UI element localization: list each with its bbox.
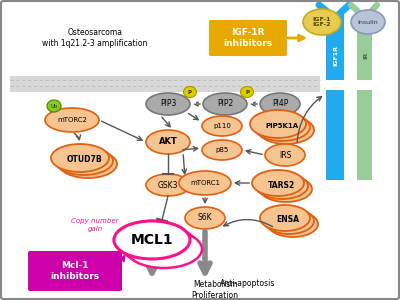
Ellipse shape [254, 113, 310, 141]
Text: MCL1: MCL1 [131, 233, 173, 247]
Ellipse shape [303, 9, 341, 35]
Text: AKT: AKT [159, 137, 177, 146]
Ellipse shape [126, 230, 202, 268]
Text: P: P [188, 89, 192, 94]
Ellipse shape [256, 173, 308, 199]
Ellipse shape [51, 144, 109, 172]
Ellipse shape [185, 207, 225, 229]
Ellipse shape [203, 93, 247, 115]
Ellipse shape [146, 130, 190, 154]
Ellipse shape [47, 100, 61, 112]
Text: S6K: S6K [198, 214, 212, 223]
Ellipse shape [260, 176, 312, 202]
Ellipse shape [250, 110, 306, 138]
Ellipse shape [265, 144, 305, 166]
Ellipse shape [118, 224, 194, 262]
Ellipse shape [146, 174, 190, 196]
Ellipse shape [146, 93, 190, 115]
Text: p85: p85 [215, 147, 229, 153]
Text: mTORC2: mTORC2 [57, 117, 87, 123]
Text: PIP3: PIP3 [160, 100, 176, 109]
Text: IGF-1
IGF-2: IGF-1 IGF-2 [313, 16, 331, 27]
Text: Ub: Ub [50, 103, 58, 109]
Ellipse shape [268, 211, 318, 237]
Text: Metabolism
Proliferation: Metabolism Proliferation [192, 280, 238, 300]
Ellipse shape [258, 116, 314, 144]
Bar [357, 14, 372, 80]
Text: IGF-1R
inhibitors: IGF-1R inhibitors [224, 28, 272, 48]
Ellipse shape [184, 86, 196, 98]
Ellipse shape [122, 227, 198, 265]
Bar [326, 90, 344, 180]
Bar [10, 76, 320, 92]
Text: TARS2: TARS2 [268, 181, 294, 190]
Text: GSK3: GSK3 [158, 181, 178, 190]
Ellipse shape [179, 171, 231, 195]
Text: Anti-apoptosis: Anti-apoptosis [220, 280, 275, 289]
Ellipse shape [59, 150, 117, 178]
Text: IR: IR [364, 51, 368, 58]
Ellipse shape [351, 10, 385, 34]
Text: mTORC1: mTORC1 [190, 180, 220, 186]
Text: Insulin: Insulin [358, 20, 378, 25]
Text: PI4P: PI4P [272, 100, 288, 109]
Text: ENSA: ENSA [276, 215, 300, 224]
Ellipse shape [114, 221, 190, 259]
Ellipse shape [240, 86, 254, 98]
Ellipse shape [252, 170, 304, 196]
Ellipse shape [45, 108, 99, 132]
FancyBboxPatch shape [28, 251, 122, 291]
Ellipse shape [55, 147, 113, 175]
Text: OTUD7B: OTUD7B [66, 155, 102, 164]
Text: p110: p110 [213, 123, 231, 129]
FancyBboxPatch shape [209, 20, 287, 56]
Bar [357, 90, 372, 180]
Text: PIP5K1A: PIP5K1A [266, 123, 298, 129]
Text: P: P [245, 89, 249, 94]
Text: Osteosarcoma
with 1q21.2-3 amplification: Osteosarcoma with 1q21.2-3 amplification [42, 28, 148, 48]
Bar [326, 14, 344, 80]
Text: IRS: IRS [279, 151, 291, 160]
Ellipse shape [114, 221, 190, 259]
Text: Copy number
gain: Copy number gain [71, 218, 119, 232]
Ellipse shape [264, 208, 314, 234]
Ellipse shape [202, 140, 242, 160]
Text: IGF1R: IGF1R [334, 44, 338, 65]
Ellipse shape [202, 116, 242, 136]
Text: Mcl-1
inhibitors: Mcl-1 inhibitors [50, 261, 100, 281]
Ellipse shape [260, 205, 310, 231]
Text: PIP2: PIP2 [217, 100, 233, 109]
Ellipse shape [260, 93, 300, 115]
